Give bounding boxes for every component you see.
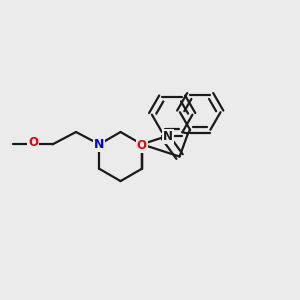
Text: O: O	[28, 136, 38, 149]
Text: N: N	[94, 138, 104, 151]
Text: O: O	[137, 140, 147, 152]
Text: N: N	[163, 130, 173, 143]
